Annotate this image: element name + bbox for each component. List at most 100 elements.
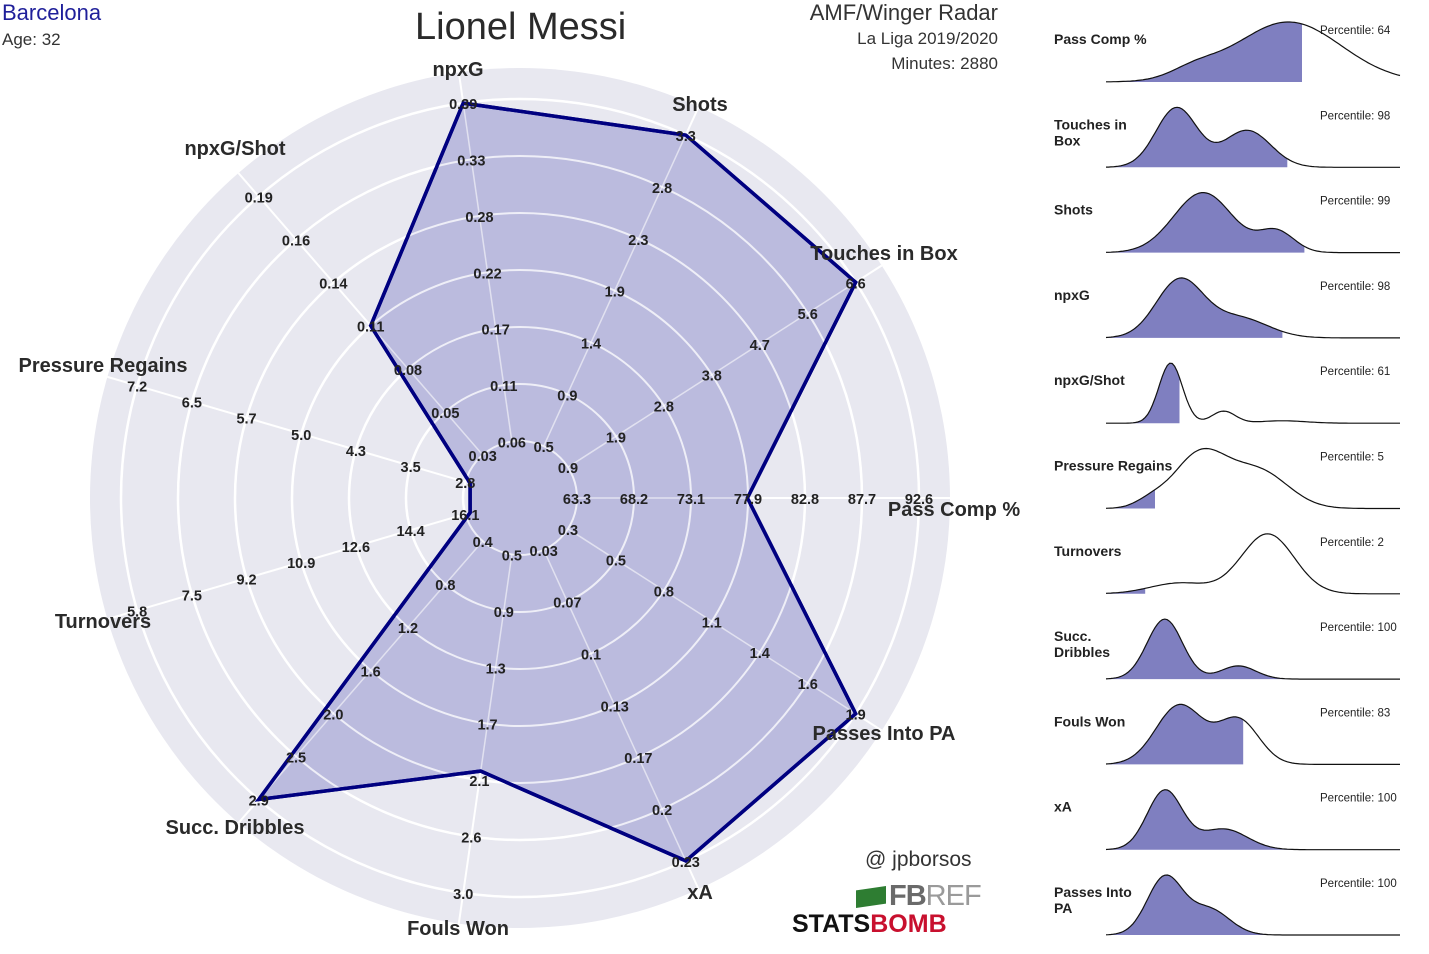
tick-label-npxg: 0.33 [457,153,485,169]
tick-label-passes-into-pa: 0.5 [606,554,626,570]
tick-label-shots: 3.3 [676,129,696,145]
ridge-percentile-xa: Percentile: 100 [1320,793,1397,805]
tick-label-npxg-shot: 0.03 [469,449,497,465]
ridge-fill-passes-into-pa [1106,875,1400,935]
tick-label-succ-dribbles: 1.6 [361,664,381,680]
ridge-curve-pressure-regains [1105,447,1400,510]
axis-label-pass-comp: Pass Comp % [888,499,1020,521]
tick-label-passes-into-pa: 1.9 [846,708,866,724]
tick-label-fouls-won: 1.3 [486,661,506,677]
tick-label-passes-into-pa: 0.8 [654,584,674,600]
radar-spoke-overlay [458,74,513,442]
ridge-percentile-shots: Percentile: 99 [1320,196,1390,208]
ridge-label-fouls-won: Fouls Won [1054,713,1125,729]
ridge-panel-succ-dribbles: Succ.Dribbles Percentile: 100 [1054,618,1400,680]
tick-label-npxg-shot: 0.11 [357,320,384,336]
tick-label-turnovers: 14.4 [397,524,425,540]
axis-label-succ-dribbles: Succ. Dribbles [166,817,305,839]
author-handle: @ jpborsos [865,848,972,871]
tick-label-pressure-regains: 6.5 [182,396,202,412]
radar-chart: 63.3 68.2 73.1 77.9 82.8 87.7 92.6 0.9 1.9 2.8 3.8… [19,59,1021,940]
tick-label-npxg: 0.17 [482,323,510,339]
tick-label-succ-dribbles: 2.9 [249,794,269,810]
radar-spoke-overlay [239,174,484,456]
tick-label-pass-comp: 82.8 [791,492,819,508]
radar-player-outline [254,101,858,863]
ridge-curve-npxg-shot [1106,362,1400,424]
tick-label-npxg: 0.22 [473,266,501,282]
radar-spoke-overlay [567,265,881,468]
tick-label-pass-comp: 63.3 [563,492,591,508]
tick-label-succ-dribbles: 2.0 [323,707,343,723]
player-age: Age: 32 [2,30,61,49]
tick-label-passes-into-pa: 0.3 [558,523,578,539]
tick-label-xa: 0.17 [624,751,652,767]
radar-spoke-overlay [542,549,699,888]
ridge-fill-fouls-won [1106,704,1244,765]
minutes-played: Minutes: 2880 [891,54,998,73]
ridge-label-passes-into-pa: Passes Into [1054,884,1132,900]
tick-label-pass-comp: 87.7 [848,492,876,508]
tick-label-turnovers: 16.1 [451,508,479,524]
tick-label-npxg-shot: 0.16 [282,234,310,250]
tick-label-touches-in-box: 0.9 [558,461,578,477]
tick-label-npxg: 0.28 [465,210,493,226]
tick-label-touches-in-box: 1.9 [606,430,626,446]
radar-ring-overlay [120,98,920,898]
tick-label-pressure-regains: 3.5 [401,460,421,476]
tick-label-pass-comp: 68.2 [620,492,648,508]
tick-label-shots: 0.5 [534,440,554,456]
tick-label-fouls-won: 2.6 [461,831,481,847]
ridge-label-npxg-shot: npxG/Shot [1054,372,1125,388]
tick-label-fouls-won: 1.7 [477,718,497,734]
ridge-percentile-pass-comp: Percentile: 64 [1320,25,1391,37]
ridge-panel-npxg-shot: npxG/Shot Percentile: 61 [1054,362,1400,424]
tick-label-shots: 1.9 [605,285,625,301]
fbref-logo: FBREF [856,880,982,913]
tick-label-pressure-regains: 5.0 [291,428,311,444]
radar-spoke-overlay [109,513,466,620]
ridge-curve-npxg [1105,277,1400,339]
axis-label-passes-into-pa: Passes Into PA [812,723,955,745]
tick-label-fouls-won: 2.1 [469,774,489,790]
ridge-panel-pass-comp: Pass Comp % Percentile: 64 [1054,21,1401,83]
tick-label-passes-into-pa: 1.1 [702,615,722,631]
radar-spoke-overlay [567,528,881,731]
team-name: Barcelona [2,0,102,25]
tick-label-shots: 1.4 [581,336,601,352]
ridge-fill-turnovers [1106,588,1146,594]
tick-label-touches-in-box: 5.6 [798,307,818,323]
ridge-panel-fouls-won: Fouls Won Percentile: 83 [1054,703,1400,766]
radar-tick-labels: 63.3 68.2 73.1 77.9 82.8 87.7 92.6 0.9 1.9 2.8 3.8… [127,97,933,903]
tick-label-xa: 0.03 [530,544,558,560]
tick-label-shots: 2.3 [628,233,648,249]
ridge-curve-xa [1105,789,1400,851]
tick-label-succ-dribbles: 0.4 [473,535,493,551]
tick-label-touches-in-box: 3.8 [702,369,722,385]
tick-label-pressure-regains: 2.8 [455,476,475,492]
tick-label-touches-in-box: 4.7 [750,338,770,354]
ridge-fill-succ-dribbles [1106,619,1400,680]
ridge-label-passes-into-pa: PA [1054,900,1072,916]
ridge-panel-xa: xA Percentile: 100 [1054,789,1400,851]
tick-label-pressure-regains: 4.3 [346,444,366,460]
radar-spoke-overlay [109,376,466,483]
ridge-percentile-npxg: Percentile: 98 [1320,281,1390,293]
ridge-percentile-fouls-won: Percentile: 83 [1320,707,1390,719]
tick-label-fouls-won: 0.5 [502,548,522,564]
ridge-fill-npxg-shot [1106,363,1180,424]
tick-label-turnovers: 12.6 [342,540,370,556]
tick-label-npxg: 0.11 [490,379,517,395]
ridge-percentile-turnovers: Percentile: 2 [1320,537,1384,549]
radar-ring-overlay [348,326,692,670]
league-season: La Liga 2019/2020 [857,29,998,48]
tick-label-xa: 0.23 [672,855,700,871]
tick-label-shots: 0.9 [557,388,577,404]
tick-label-turnovers: 7.5 [182,588,202,604]
ridge-curve-fouls-won [1105,703,1400,766]
ridge-label-npxg: npxG [1054,287,1090,303]
ridge-panel-turnovers: Turnovers Percentile: 2 [1054,533,1400,595]
tick-label-turnovers: 9.2 [236,572,256,588]
tick-label-npxg-shot: 0.05 [431,406,459,422]
